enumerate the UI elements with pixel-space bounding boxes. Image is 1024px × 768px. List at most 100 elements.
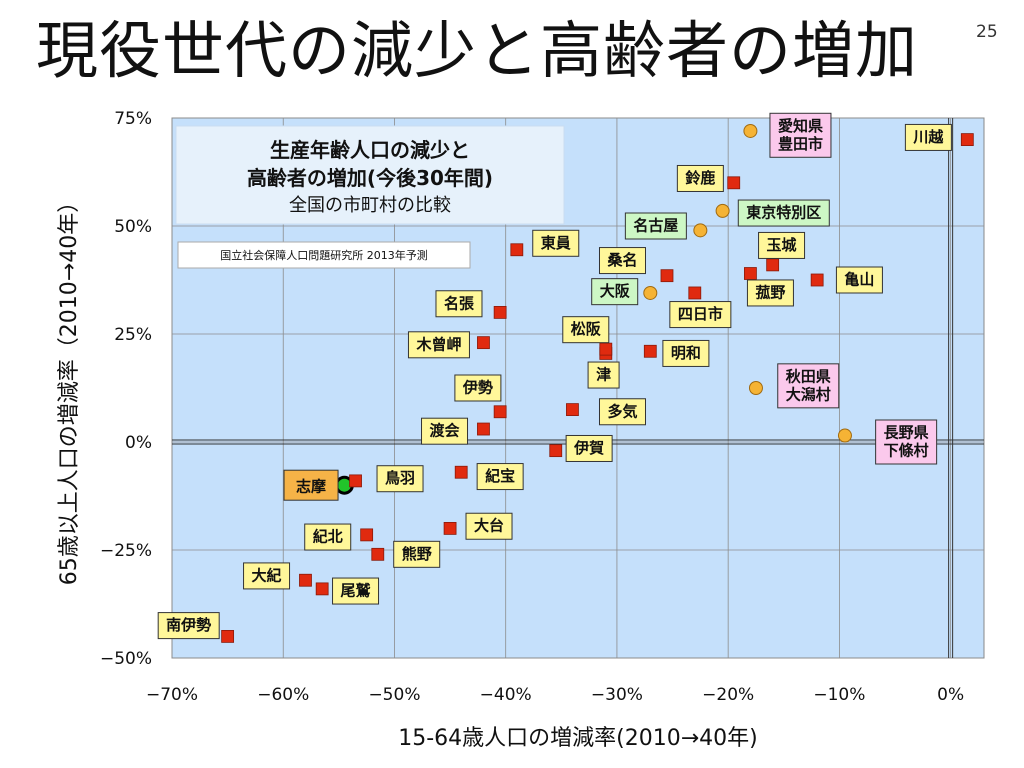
label-松阪: 松阪	[562, 316, 610, 344]
marker-東京特別区	[715, 203, 730, 218]
label-多気: 多気	[598, 398, 646, 426]
marker-city-亀山	[810, 273, 824, 287]
label-box	[587, 361, 620, 389]
label-text: 南伊勢	[166, 616, 211, 634]
label-伊勢: 伊勢	[454, 374, 502, 402]
label-text: 渡会	[430, 422, 460, 440]
label-text: 玉城	[767, 236, 797, 254]
marker-city-熊野	[371, 547, 385, 561]
page-number: 25	[976, 22, 998, 42]
marker-名古屋	[693, 223, 708, 238]
label-紀宝: 紀宝	[476, 463, 524, 491]
label-box	[624, 212, 687, 240]
x-tick-label: 0%	[937, 685, 964, 705]
label-text: 名張	[444, 294, 475, 312]
marker-city-尾鷲	[315, 582, 329, 596]
label-text: 川越	[912, 128, 944, 146]
marker-長野県下條村	[837, 428, 852, 443]
x-axis-title: 15-64歳人口の増減率(2010→40年)	[398, 726, 758, 751]
marker-city-名張	[493, 305, 507, 319]
label-text: 木曾岬	[415, 335, 461, 353]
x-tick-label: −20%	[702, 685, 754, 705]
label-熊野: 熊野	[393, 540, 441, 568]
label-text: 多気	[607, 402, 637, 420]
y-tick-label: 0%	[125, 433, 152, 453]
label-box	[421, 417, 469, 445]
marker-大阪	[643, 285, 658, 300]
label-志摩: 志摩	[283, 469, 339, 501]
label-渡会: 渡会	[421, 417, 469, 445]
info-box: 生産年齢人口の減少と 高齢者の増加(今後30年間) 全国の市町村の比較	[175, 125, 565, 225]
label-box	[758, 231, 806, 259]
label-玉城: 玉城	[758, 231, 806, 259]
y-tick-label: 50%	[114, 217, 152, 237]
info-box-line1: 生産年齢人口の減少と	[270, 138, 470, 162]
label-東京特別区: 東京特別区	[737, 199, 830, 227]
label-box	[598, 247, 646, 275]
marker-city-川越	[960, 133, 974, 147]
marker-city-桑名	[660, 269, 674, 283]
label-box	[562, 316, 610, 344]
label-text: 名古屋	[633, 217, 678, 235]
label-text: 伊賀	[573, 439, 604, 457]
marker-city-鈴鹿	[727, 176, 741, 190]
label-text: 志摩	[296, 477, 327, 495]
marker-city-伊勢	[493, 405, 507, 419]
label-box	[746, 279, 794, 307]
marker-city-大台	[443, 522, 457, 535]
marker-city-木曾岬	[477, 336, 490, 350]
label-box	[676, 164, 724, 192]
label-text: 桑名	[607, 251, 637, 269]
y-tick-label: −25%	[100, 541, 152, 561]
label-box	[465, 512, 513, 540]
label-box	[304, 523, 352, 551]
label-尾鷲: 尾鷲	[332, 577, 380, 605]
label-四日市: 四日市	[669, 301, 732, 329]
label-box	[669, 301, 732, 329]
marker-city-四日市	[688, 286, 702, 300]
marker-愛知県豊田市	[743, 123, 758, 138]
x-tick-labels: −70% −60% −50% −40% −30% −20% −10% 0%	[146, 685, 964, 705]
marker-city-紀北	[360, 528, 374, 542]
y-tick-labels: 75% 50% 25% 0% −25% −50%	[100, 109, 152, 669]
source-note: 国立社会保障人口問題研究所 2013年予測	[177, 241, 471, 269]
label-box	[476, 463, 524, 491]
label-box	[435, 290, 483, 318]
label-box	[565, 434, 613, 462]
marker-秋田県大潟村	[748, 381, 763, 395]
y-tick-label: −50%	[100, 649, 152, 669]
label-桑名: 桑名	[598, 247, 646, 275]
label-box	[777, 363, 840, 409]
info-box-background	[175, 125, 565, 225]
x-tick-label: −60%	[257, 685, 309, 705]
label-text: 東員	[541, 234, 571, 252]
label-text: 秋田県	[786, 367, 831, 385]
label-亀山: 亀山	[835, 266, 883, 294]
slide-title: 現役世代の減少と高齢者の増加	[36, 14, 919, 87]
label-text: 大紀	[252, 566, 282, 584]
label-川越: 川越	[904, 123, 952, 151]
label-鳥羽: 鳥羽	[376, 465, 424, 493]
label-box	[875, 419, 938, 465]
label-box	[737, 199, 830, 227]
label-text: 明和	[671, 344, 701, 362]
marker-city-鳥羽	[349, 474, 362, 488]
label-text: 東京特別区	[746, 204, 821, 222]
label-box	[407, 331, 470, 359]
y-tick-label: 75%	[114, 109, 152, 129]
label-text: 津	[596, 366, 611, 384]
label-text: 菰野	[755, 283, 785, 301]
info-box-line2: 高齢者の増加(今後30年間)	[247, 166, 493, 190]
label-伊賀: 伊賀	[565, 434, 613, 462]
marker-city-伊賀	[549, 444, 563, 458]
label-名古屋: 名古屋	[624, 212, 687, 240]
label-text: 愛知県	[778, 117, 823, 135]
label-box	[662, 339, 710, 367]
label-津: 津	[587, 361, 620, 389]
x-tick-label: −50%	[368, 685, 420, 705]
label-text: 四日市	[678, 305, 723, 323]
label-box	[904, 123, 952, 151]
